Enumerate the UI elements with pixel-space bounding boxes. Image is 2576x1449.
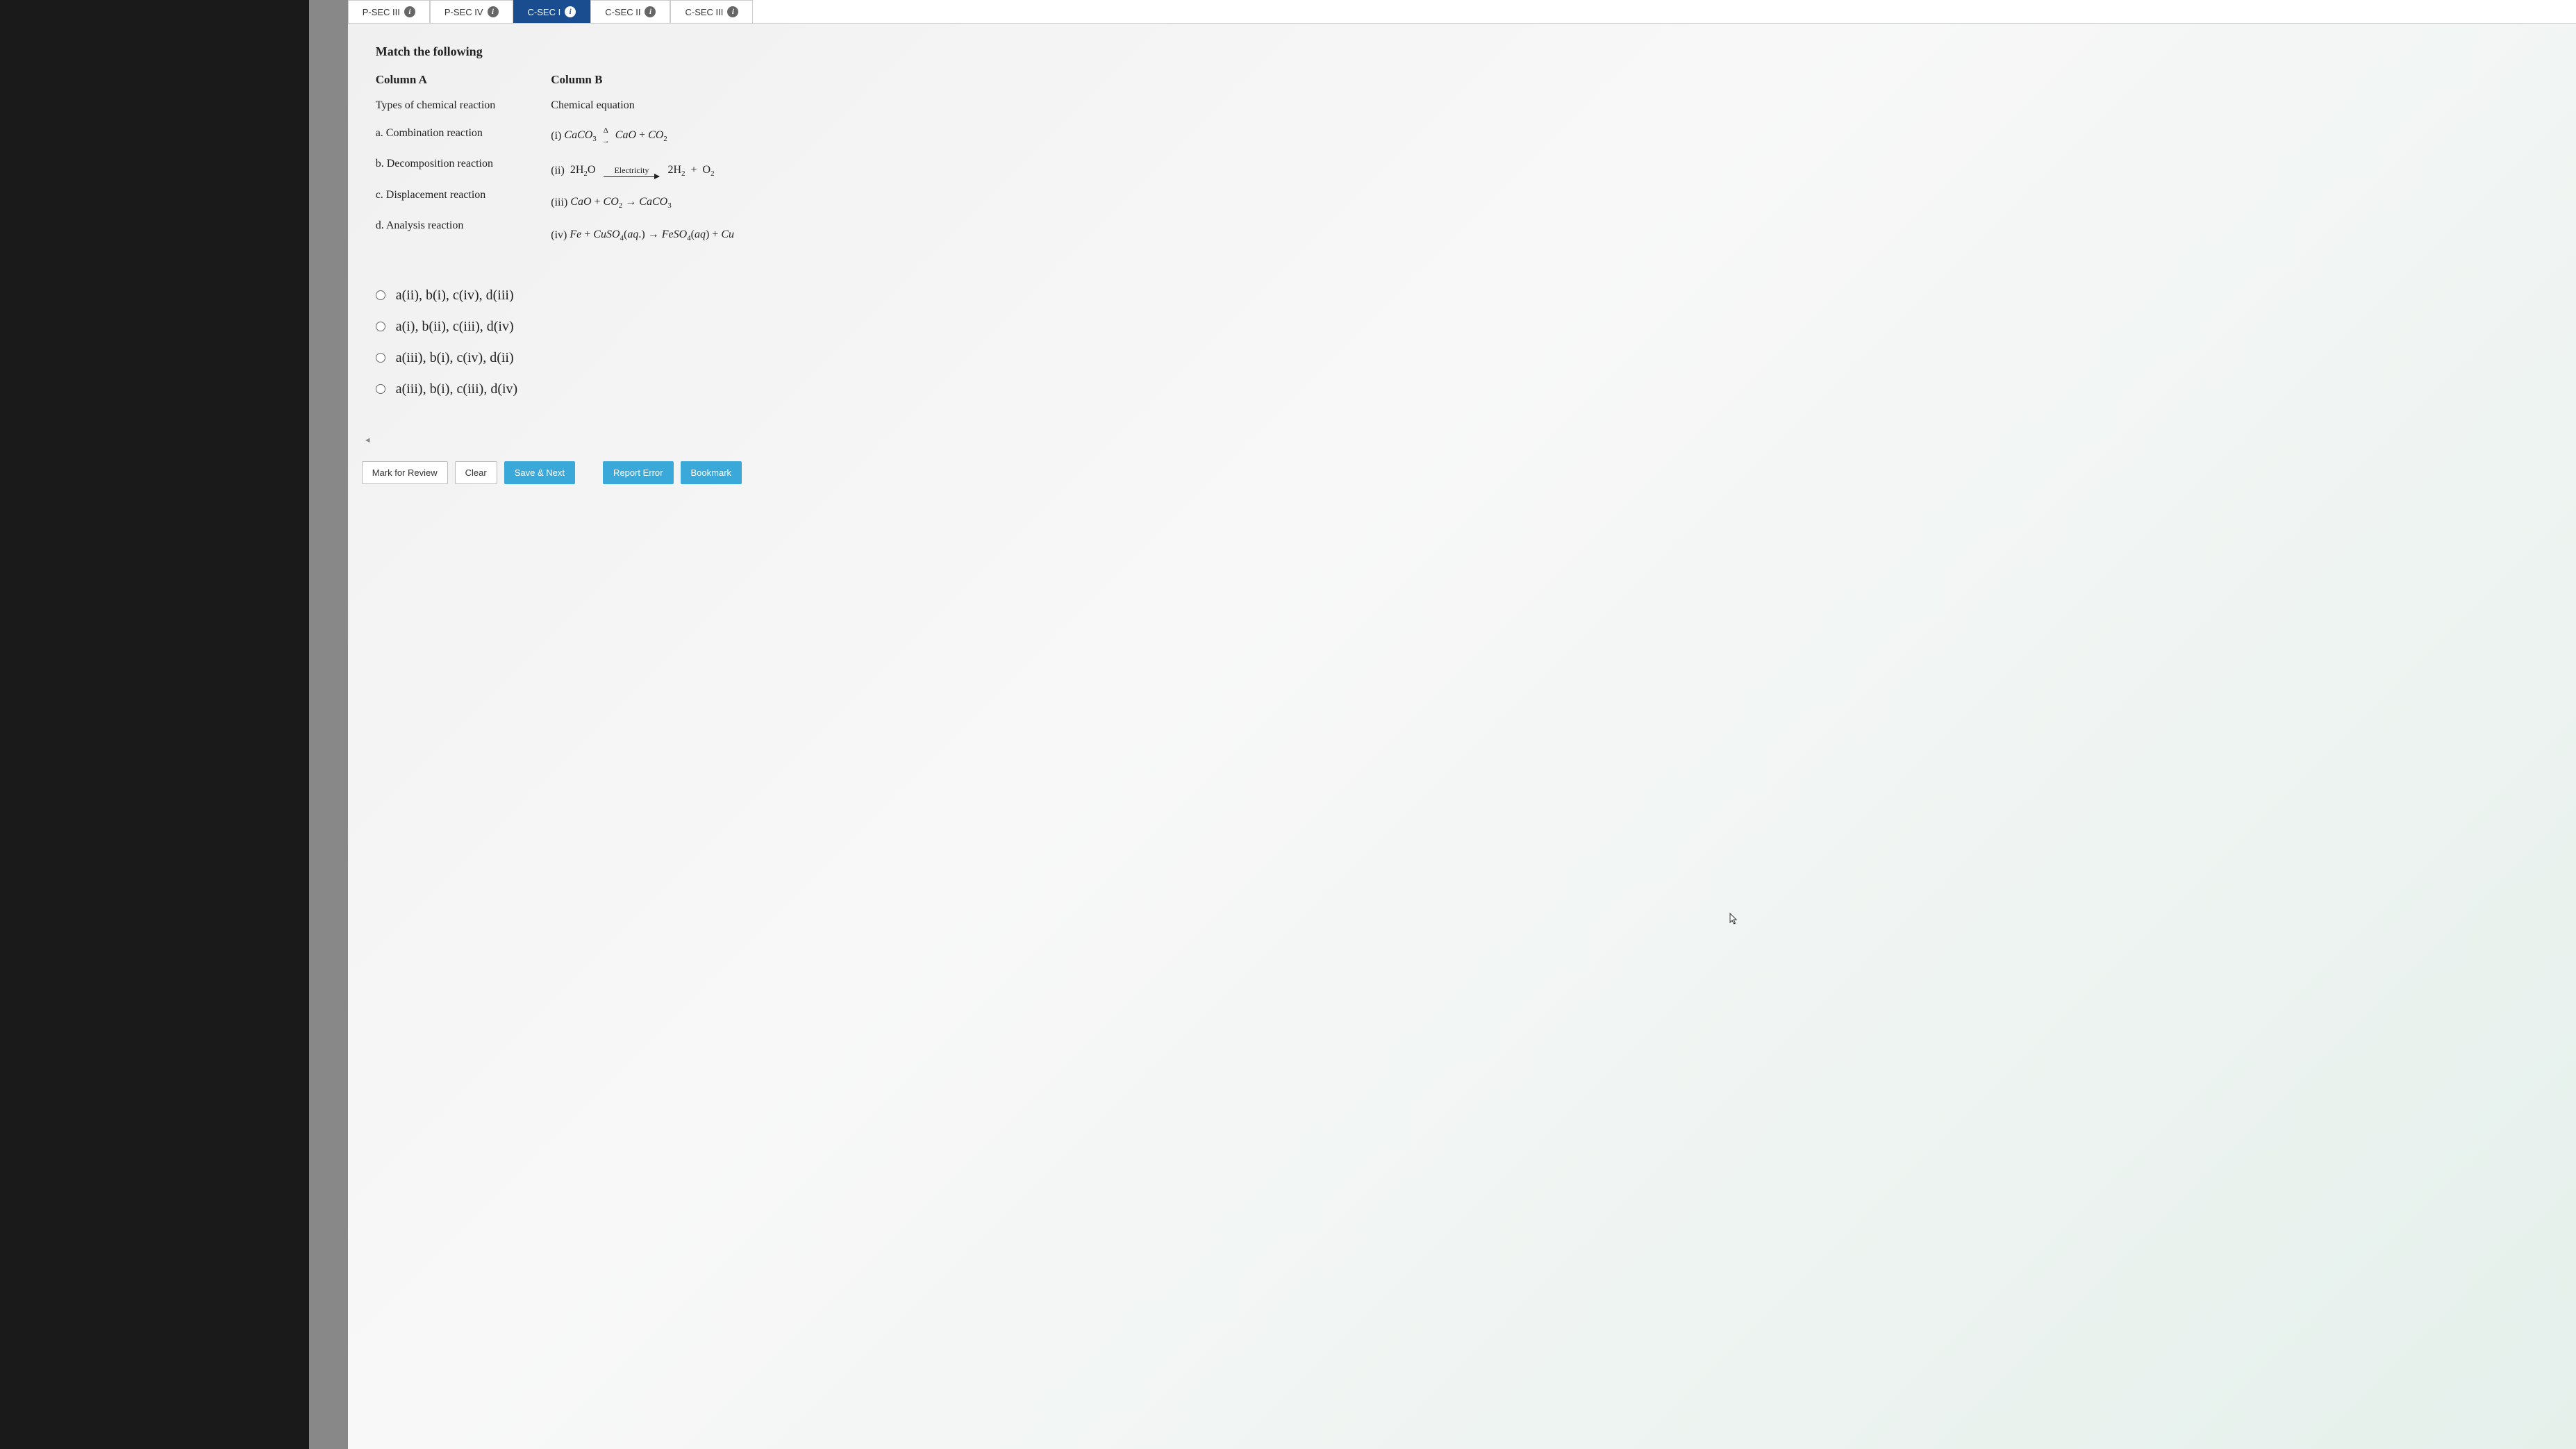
match-columns: Column A Types of chemical reaction a. C… [376,73,2548,260]
radio-icon[interactable] [376,322,385,331]
column-a-item: a. Combination reaction [376,126,496,141]
tab-psec3[interactable]: P-SEC III i [348,0,430,23]
radio-icon[interactable] [376,290,385,300]
column-a-item: c. Displacement reaction [376,188,496,203]
tab-label: C-SEC II [605,7,640,17]
equation-3: (iii) CaO + CO2 → CaCO3 [551,194,734,212]
tab-csec1[interactable]: C-SEC I i [513,0,591,23]
option-2[interactable]: a(i), b(ii), c(iii), d(iv) [376,319,2548,335]
eq-prefix: (ii) [551,163,565,179]
tab-csec2[interactable]: C-SEC II i [590,0,670,23]
question-title: Match the following [376,44,2548,59]
clear-button[interactable]: Clear [455,461,497,484]
option-text: a(iii), b(i), c(iii), d(iv) [396,381,518,397]
column-a-item: b. Decomposition reaction [376,156,496,172]
action-button-bar: Mark for Review Clear Save & Next Report… [348,454,2576,491]
radio-icon[interactable] [376,353,385,363]
eq-formula: CaO + CO2 → CaCO3 [570,194,671,212]
option-3[interactable]: a(iii), b(i), c(iv), d(ii) [376,350,2548,366]
option-text: a(iii), b(i), c(iv), d(ii) [396,350,514,366]
info-icon: i [404,6,415,17]
tab-label: P-SEC IV [444,7,483,17]
tab-csec3[interactable]: C-SEC III i [670,0,753,23]
screen-left-bezel [0,0,309,1449]
radio-icon[interactable] [376,384,385,394]
delta-arrow-icon: Δ → [602,126,610,147]
option-text: a(i), b(ii), c(iii), d(iv) [396,319,514,335]
option-4[interactable]: a(iii), b(i), c(iii), d(iv) [376,381,2548,397]
eq-prefix: (iv) [551,228,567,243]
column-a-item: d. Analysis reaction [376,218,496,233]
tab-psec4[interactable]: P-SEC IV i [430,0,513,23]
eq-prefix: (i) [551,129,561,144]
column-b-subheader: Chemical equation [551,99,734,112]
info-icon: i [565,6,576,17]
eq-formula: 2H2O [567,163,596,180]
eq-formula: CaCO3 [564,128,596,145]
tab-label: C-SEC III [685,7,723,17]
equation-2: (ii) 2H2O Electricity 2H2 + O2 [551,163,734,180]
eq-formula: 2H2 + O2 [667,163,714,180]
equation-4: (iv) Fe + CuSO4(aq.) → FeSO4(aq) + Cu [551,227,734,245]
equation-1: (i) CaCO3 Δ → CaO + CO2 [551,126,734,147]
option-text: a(ii), b(i), c(iv), d(iii) [396,288,514,304]
answer-options: a(ii), b(i), c(iv), d(iii) a(i), b(ii), … [376,288,2548,397]
info-icon: i [488,6,499,17]
column-a: Column A Types of chemical reaction a. C… [376,73,496,260]
screen-frame-edge [309,0,348,1449]
info-icon: i [645,6,656,17]
nav-prev-arrow[interactable]: ◄ [358,433,2576,447]
mark-review-button[interactable]: Mark for Review [362,461,448,484]
column-a-subheader: Types of chemical reaction [376,99,496,112]
tab-label: C-SEC I [528,7,561,17]
info-icon: i [727,6,738,17]
column-b-header: Column B [551,73,734,87]
question-area: Match the following Column A Types of ch… [348,24,2576,433]
report-error-button[interactable]: Report Error [603,461,674,484]
main-content-area: P-SEC III i P-SEC IV i C-SEC I i C-SEC I… [348,0,2576,1449]
column-b: Column B Chemical equation (i) CaCO3 Δ →… [551,73,734,260]
cursor-icon [1729,913,1739,929]
column-a-header: Column A [376,73,496,87]
eq-prefix: (iii) [551,195,567,210]
eq-formula: Fe + CuSO4(aq.) → FeSO4(aq) + Cu [570,227,734,245]
bookmark-button[interactable]: Bookmark [681,461,742,484]
save-next-button[interactable]: Save & Next [504,461,575,484]
tab-label: P-SEC III [363,7,400,17]
electricity-arrow-icon: Electricity [604,165,659,177]
section-tabs: P-SEC III i P-SEC IV i C-SEC I i C-SEC I… [348,0,2576,24]
eq-formula: CaO + CO2 [615,128,667,145]
option-1[interactable]: a(ii), b(i), c(iv), d(iii) [376,288,2548,304]
